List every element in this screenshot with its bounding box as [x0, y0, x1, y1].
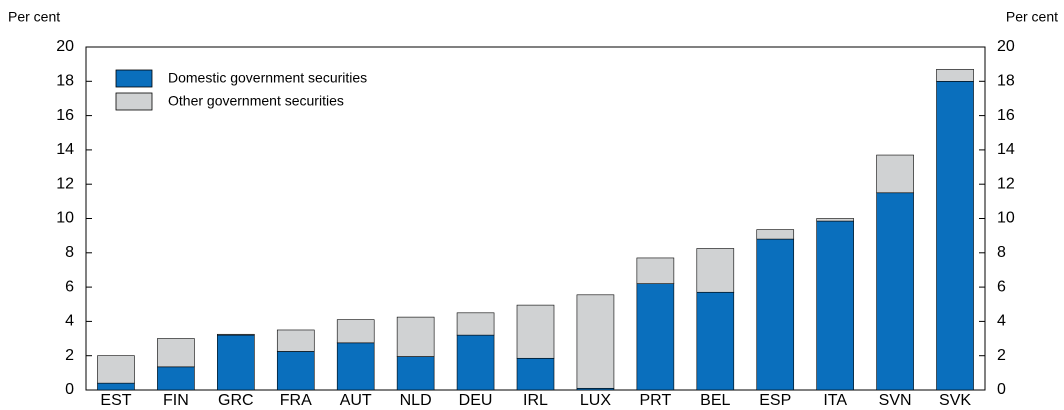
bar-segment: [456, 312, 495, 336]
legend-label: Other government securities: [168, 93, 344, 109]
x-tick-label: SVN: [879, 392, 912, 409]
bar-segment: [936, 68, 974, 82]
y2-tick-label: 18: [997, 73, 1015, 90]
x-tick-label: NLD: [400, 392, 432, 409]
x-tick-label: DEU: [459, 392, 493, 409]
x-tick-label: LUX: [580, 392, 611, 409]
y2-tick-label: 14: [997, 141, 1015, 158]
bar-segment: [276, 329, 315, 352]
y2-tick-label: 0: [997, 381, 1006, 398]
y-axis-label: Per cent: [8, 9, 60, 25]
bar-segment: [516, 304, 555, 359]
y-tick-label: 12: [56, 175, 74, 192]
y2-tick-label: 8: [997, 244, 1006, 261]
bar-segment: [636, 283, 675, 391]
bar-segment: [336, 319, 375, 344]
y-tick-label: 0: [65, 381, 74, 398]
bar-segment: [97, 382, 135, 391]
bar-segment: [876, 192, 914, 391]
bar-segment: [516, 357, 555, 391]
bar-segment: [97, 355, 135, 384]
bar-segment: [636, 257, 675, 284]
y-tick-label: 14: [56, 141, 74, 158]
bar-segment: [157, 366, 195, 391]
y-tick-label: 10: [56, 210, 74, 227]
bar-segment: [756, 229, 795, 240]
x-tick-label: ESP: [759, 392, 791, 409]
y2-tick-label: 10: [997, 210, 1015, 227]
bar-segment: [816, 218, 854, 222]
legend-swatch: [115, 69, 153, 88]
x-tick-label: FRA: [280, 392, 312, 409]
y-tick-label: 20: [56, 38, 74, 55]
y-tick-label: 2: [65, 347, 74, 364]
legend-label: Domestic government securities: [168, 70, 367, 86]
bar-segment: [876, 154, 914, 194]
y2-tick-label: 2: [997, 347, 1006, 364]
bar-segment: [696, 248, 735, 293]
x-tick-label: EST: [100, 392, 131, 409]
bar-segment: [576, 294, 615, 389]
bar-segment: [936, 81, 974, 391]
x-tick-label: AUT: [340, 392, 372, 409]
y2-tick-label: 4: [997, 313, 1006, 330]
bar-segment: [396, 356, 435, 391]
bar-segment: [396, 316, 435, 357]
x-tick-label: ITA: [823, 392, 847, 409]
bar-segment: [756, 238, 795, 391]
x-tick-label: BEL: [700, 392, 730, 409]
x-tick-label: GRC: [218, 392, 254, 409]
y2-tick-label: 6: [997, 278, 1006, 295]
y2-tick-label: 20: [997, 38, 1015, 55]
y-tick-label: 16: [56, 107, 74, 124]
bar-segment: [696, 291, 735, 391]
y2-tick-label: 12: [997, 175, 1015, 192]
legend-swatch: [115, 92, 153, 111]
y2-axis-label: Per cent: [1006, 9, 1058, 25]
y-tick-label: 18: [56, 73, 74, 90]
bar-segment: [217, 334, 255, 391]
bar-segment: [336, 342, 375, 391]
x-tick-label: FIN: [163, 392, 189, 409]
y-tick-label: 8: [65, 244, 74, 261]
bar-segment: [157, 338, 195, 368]
bar-segment: [456, 334, 495, 391]
y-tick-label: 4: [65, 313, 74, 330]
bar-segment: [217, 333, 255, 336]
x-tick-label: IRL: [523, 392, 548, 409]
x-tick-label: SVK: [939, 392, 971, 409]
y2-tick-label: 16: [997, 107, 1015, 124]
y-tick-label: 6: [65, 278, 74, 295]
bar-segment: [276, 351, 315, 391]
x-tick-label: PRT: [640, 392, 672, 409]
bar-segment: [816, 220, 854, 391]
